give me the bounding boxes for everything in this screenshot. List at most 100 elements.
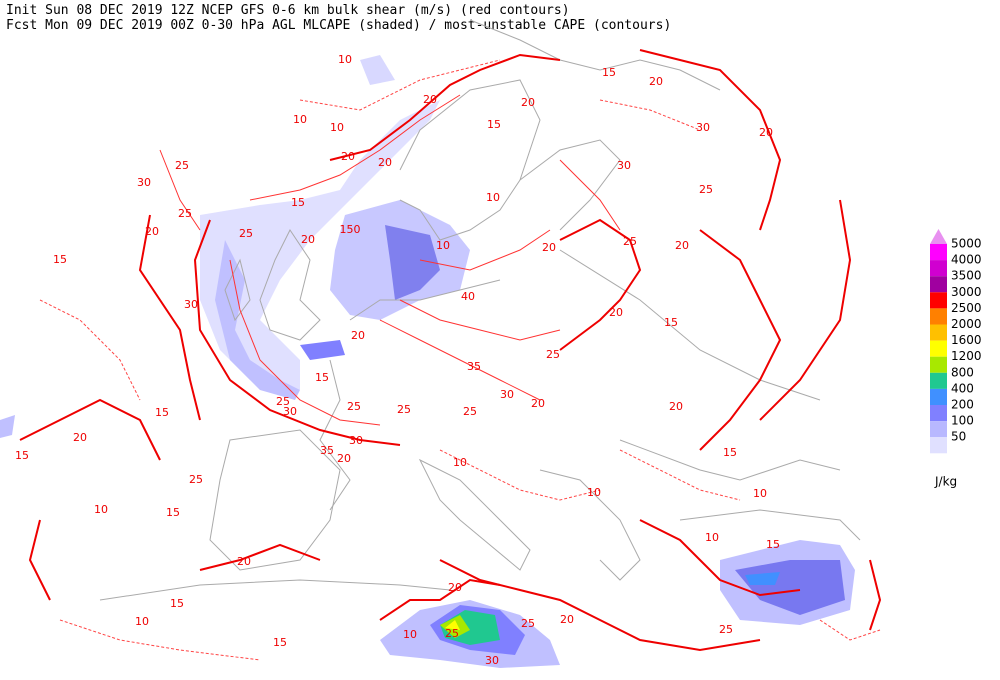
legend-label: 4000 (951, 253, 982, 267)
contour-label: 25 (347, 400, 361, 413)
legend-over-arrow (930, 229, 947, 244)
contour-label: 15 (170, 597, 184, 610)
contour-label: 10 (486, 191, 500, 204)
legend-label: 2500 (951, 301, 982, 315)
contour-label: 25 (463, 405, 477, 418)
contour-label: 20 (378, 156, 392, 169)
legend-label: 1600 (951, 333, 982, 347)
header-line: Fcst Mon 09 DEC 2019 00Z 0-30 hPa AGL ML… (6, 18, 671, 33)
contour-label: 20 (341, 150, 355, 163)
contour-label: 20 (448, 581, 462, 594)
contour-label: 25 (175, 159, 189, 172)
legend-swatch (930, 340, 947, 357)
contour-label: 30 (696, 121, 710, 134)
contour-label: 15 (766, 538, 780, 551)
contour-label: 30 (283, 405, 297, 418)
contour-label: 40 (461, 290, 475, 303)
contour-label: 30 (500, 388, 514, 401)
legend-label: 100 (951, 414, 974, 428)
legend-swatch (930, 276, 947, 293)
legend: 5000 4000 3500 3000 2500 2000 1600 1200 800 400 20… (930, 229, 982, 489)
contour-label: 25 (445, 627, 459, 640)
contour-label: 20 (351, 329, 365, 342)
contour-label: 10 (403, 628, 417, 641)
legend-swatch (930, 308, 947, 325)
contour-label: 15 (166, 506, 180, 519)
contour-label: 25 (397, 403, 411, 416)
contour-label: 25 (276, 395, 290, 408)
contour-label: 30 (137, 176, 151, 189)
contour-label: 20 (669, 400, 683, 413)
contour-label: 35 (320, 444, 334, 457)
contour-label: 20 (337, 452, 351, 465)
legend-label: 50 (951, 430, 966, 444)
contour-label: 10 (705, 531, 719, 544)
legend-swatch (930, 244, 947, 261)
cape-shading (0, 55, 855, 668)
legend-swatch (930, 437, 947, 454)
contour-label: 20 (237, 555, 251, 568)
contour-label: 15 (15, 449, 29, 462)
legend-unit: J/kg (934, 475, 957, 489)
contour-label: 20 (521, 96, 535, 109)
contour-label: 20 (423, 93, 437, 106)
contour-label: 15 (315, 371, 329, 384)
contour-label: 15 (664, 316, 678, 329)
contour-label: 25 (189, 473, 203, 486)
contour-label: 20 (531, 397, 545, 410)
contour-label: 10 (330, 121, 344, 134)
contour-label: 25 (546, 348, 560, 361)
contour-label: 10 (753, 487, 767, 500)
legend-swatch (930, 405, 947, 422)
legend-label: 2000 (951, 317, 982, 331)
contour-label: 15 (53, 253, 67, 266)
contour-label: 30 (485, 654, 499, 667)
contour-label: 150 (340, 223, 361, 236)
contour-label: 25 (239, 227, 253, 240)
contour-label: 15 (487, 118, 501, 131)
legend-label: 800 (951, 365, 974, 379)
contour-label: 10 (94, 503, 108, 516)
contour-label: 25 (623, 235, 637, 248)
legend-label: 400 (951, 381, 974, 395)
contour-label: 10 (338, 53, 352, 66)
legend-label: 1200 (951, 349, 982, 363)
contour-label: 10 (135, 615, 149, 628)
contour-label: 15 (602, 66, 616, 79)
contour-label: 10 (293, 113, 307, 126)
coastlines (99, 19, 861, 601)
legend-swatch (930, 356, 947, 373)
legend-swatch (930, 372, 947, 389)
contour-label: 25 (178, 207, 192, 220)
header-line: Init Sun 08 DEC 2019 12Z NCEP GFS 0-6 km… (6, 3, 570, 18)
contour-label: 20 (542, 241, 556, 254)
contour-label: 20 (609, 306, 623, 319)
contour-label: 30 (184, 298, 198, 311)
contour-label: 15 (273, 636, 287, 649)
contour-label: 20 (73, 431, 87, 444)
shear-contours (19, 49, 882, 661)
contour-label: 25 (719, 623, 733, 636)
legend-swatch (930, 260, 947, 277)
contour-label: 10 (587, 486, 601, 499)
contour-label: 25 (521, 617, 535, 630)
contour-label: 35 (467, 360, 481, 373)
legend-swatch (930, 324, 947, 341)
contour-label: 30 (617, 159, 631, 172)
contour-label: 10 (436, 239, 450, 252)
contour-label: 15 (291, 196, 305, 209)
legend-label: 200 (951, 398, 974, 412)
contour-label: 10 (453, 456, 467, 469)
legend-swatch (930, 421, 947, 438)
contour-label: 15 (723, 446, 737, 459)
contour-label: 20 (301, 233, 315, 246)
legend-swatch (930, 292, 947, 309)
contour-label: 20 (145, 225, 159, 238)
contour-label: 20 (675, 239, 689, 252)
contour-label: 15 (155, 406, 169, 419)
legend-label: 5000 (951, 237, 982, 251)
legend-label: 3500 (951, 269, 982, 283)
